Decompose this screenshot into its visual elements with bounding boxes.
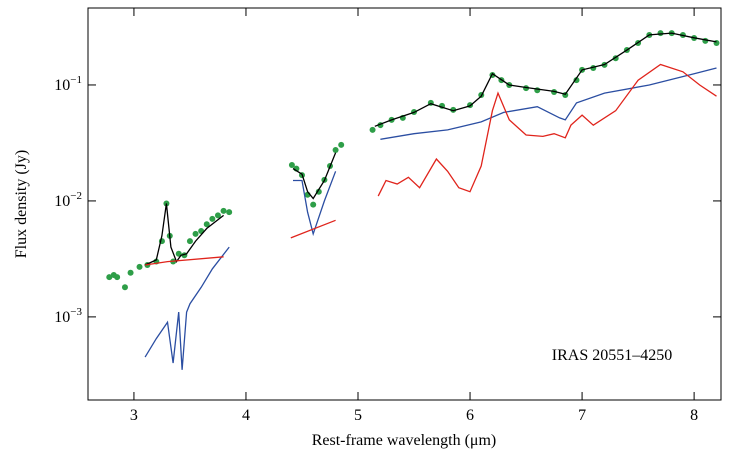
x-tick-label: 7 bbox=[578, 407, 586, 424]
data-point bbox=[220, 207, 227, 214]
data-point bbox=[369, 126, 376, 133]
model-line bbox=[144, 32, 717, 266]
data-point bbox=[332, 146, 339, 153]
data-point bbox=[136, 263, 143, 270]
data-point bbox=[186, 238, 193, 245]
data-point bbox=[127, 269, 134, 276]
data-point bbox=[214, 212, 221, 219]
data-point bbox=[203, 221, 210, 228]
y-axis-label: Flux density (Jy) bbox=[13, 150, 30, 258]
data-point bbox=[114, 274, 121, 281]
data-point bbox=[209, 215, 216, 222]
data-point bbox=[192, 230, 199, 237]
annotation: IRAS 20551–4250 bbox=[552, 347, 672, 364]
x-tick-label: 3 bbox=[130, 407, 138, 424]
x-tick-label: 4 bbox=[242, 407, 250, 424]
y-tick-base: 10 bbox=[54, 77, 70, 94]
y-tick-base: 10 bbox=[54, 309, 70, 326]
x-tick-label: 8 bbox=[690, 407, 698, 424]
data-point bbox=[106, 274, 113, 281]
data-point bbox=[121, 284, 128, 291]
data-point bbox=[450, 106, 457, 113]
y-tick-label: 10−3 bbox=[54, 306, 82, 326]
x-tick-label: 5 bbox=[354, 407, 362, 424]
x-axis-label: Rest-frame wavelength (μm) bbox=[312, 432, 497, 449]
plot-frame bbox=[87, 7, 722, 401]
x-tick-label: 6 bbox=[466, 407, 474, 424]
data-point bbox=[226, 209, 233, 216]
y-tick-exponent: −3 bbox=[70, 306, 82, 318]
y-tick-label: 10−1 bbox=[54, 74, 82, 94]
y-tick-exponent: −1 bbox=[70, 74, 82, 86]
data-point bbox=[288, 162, 295, 169]
y-tick-base: 10 bbox=[54, 193, 70, 210]
data-point bbox=[315, 188, 322, 195]
y-tick-exponent: −2 bbox=[70, 190, 82, 202]
data-point bbox=[338, 141, 345, 148]
data-point bbox=[657, 30, 664, 37]
data-point bbox=[573, 77, 580, 84]
model-line bbox=[144, 67, 717, 370]
data-point bbox=[310, 201, 317, 208]
model-line bbox=[145, 63, 717, 266]
y-tick-label: 10−2 bbox=[54, 190, 82, 210]
